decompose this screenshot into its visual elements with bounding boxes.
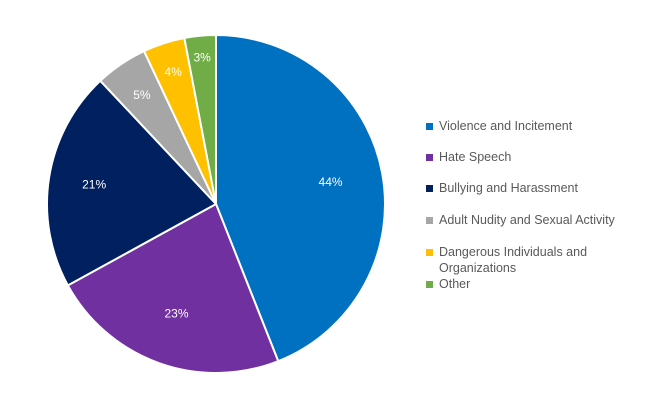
slice-data-label: 3% (193, 51, 211, 65)
legend-label: Violence and Incitement (439, 119, 573, 133)
legend-label: Other (439, 277, 471, 291)
legend-item: Bullying and Harassment (426, 180, 651, 196)
legend-swatch (426, 217, 433, 224)
slice-data-label: 23% (164, 307, 188, 321)
pie-slice-bullying-and-harassment (45, 79, 217, 287)
pie-slice-hate-speech (66, 203, 280, 374)
legend-item: Dangerous Individuals and Organizations (426, 244, 651, 276)
slice-data-label: 21% (82, 178, 106, 192)
slice-data-label: 4% (165, 65, 183, 79)
slice-data-label: 44% (319, 175, 343, 189)
legend-label: Dangerous Individuals and Organizations (439, 245, 588, 275)
legend-swatch (426, 185, 433, 192)
legend-item: Violence and Incitement (426, 118, 651, 134)
legend-label: Adult Nudity and Sexual Activity (439, 213, 615, 227)
legend-swatch (426, 123, 433, 130)
legend-item: Adult Nudity and Sexual Activity (426, 212, 651, 228)
legend-swatch (426, 154, 433, 161)
pie-slice-other (183, 33, 217, 205)
legend-swatch (426, 249, 433, 256)
pie-slice-violence-and-incitement (215, 34, 386, 363)
legend-swatch (426, 281, 433, 288)
legend-item: Hate Speech (426, 149, 651, 165)
legend-label: Hate Speech (439, 150, 512, 164)
legend-item: Other (426, 276, 651, 292)
slice-data-label: 5% (133, 88, 151, 102)
legend-label: Bullying and Harassment (439, 181, 578, 195)
